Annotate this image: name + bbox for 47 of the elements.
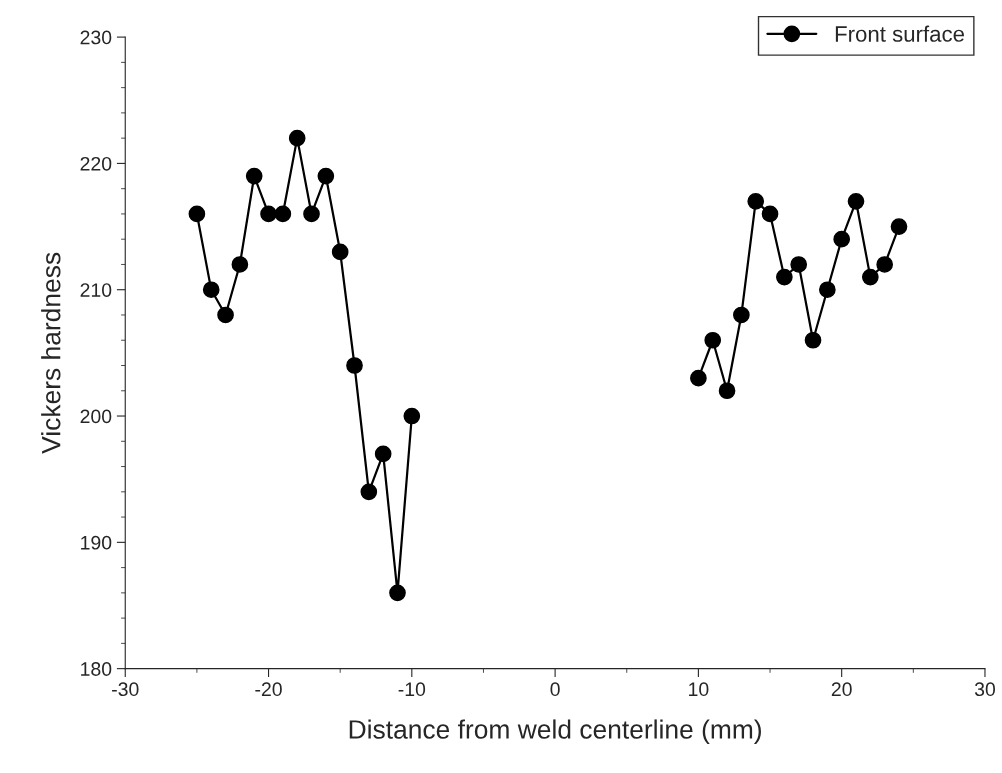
point	[790, 256, 808, 273]
legend-label: Front surface	[835, 25, 964, 42]
y-tick-label: 220	[80, 156, 112, 171]
point	[718, 382, 736, 400]
point	[819, 281, 836, 299]
y-tick-label: 190	[81, 535, 112, 550]
y-tick-label: 210	[80, 283, 112, 297]
point	[389, 584, 406, 602]
point	[202, 281, 220, 299]
point	[217, 306, 234, 324]
point	[260, 205, 277, 223]
point	[690, 369, 707, 387]
point	[374, 445, 392, 463]
x-tick-label: 10	[689, 682, 709, 697]
y-axis-title: Vickers hardness	[41, 252, 61, 454]
point	[245, 167, 263, 185]
y-tick-label: 230	[80, 30, 112, 45]
x-tick-label: 0	[550, 682, 560, 697]
x-tick-label: -10	[398, 682, 426, 697]
point	[847, 192, 865, 210]
point	[403, 407, 421, 425]
point	[890, 218, 908, 235]
point	[303, 205, 320, 223]
point	[761, 205, 779, 223]
point	[288, 129, 306, 147]
point	[331, 243, 349, 261]
x-tick-label: -20	[255, 682, 282, 697]
y-tick-label: 180	[81, 662, 112, 676]
point	[776, 268, 793, 286]
point	[862, 268, 879, 286]
point	[747, 192, 765, 210]
x-tick-label: 20	[831, 682, 852, 697]
y-tick-label: 200	[80, 409, 112, 424]
point	[346, 357, 363, 374]
point	[231, 256, 249, 273]
point	[188, 205, 206, 223]
point	[733, 306, 750, 324]
x-axis-title: Distance from weld centerline (mm)	[349, 719, 761, 744]
point	[704, 331, 722, 349]
point	[274, 205, 292, 223]
x-tick-label: -30	[112, 682, 139, 697]
point	[804, 331, 822, 349]
point	[360, 483, 378, 501]
point	[317, 167, 335, 185]
x-tick-label: 30	[974, 682, 996, 697]
point	[876, 256, 893, 273]
point	[833, 230, 851, 248]
